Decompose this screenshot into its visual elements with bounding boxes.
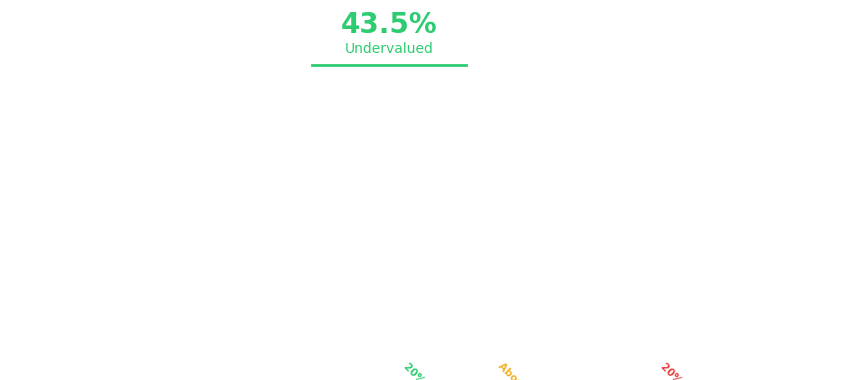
Text: 20% Overvalued: 20% Overvalued — [658, 361, 733, 380]
Text: US$34.25: US$34.25 — [244, 141, 341, 159]
Text: Current Price: Current Price — [263, 111, 341, 124]
Text: 43.5%: 43.5% — [340, 11, 437, 40]
Text: US$60.58: US$60.58 — [381, 285, 478, 304]
Text: About Right: About Right — [495, 361, 552, 380]
Text: Undervalued: Undervalued — [344, 42, 433, 56]
Text: Fair Value: Fair Value — [420, 256, 478, 269]
Text: 20% Undervalued: 20% Undervalued — [401, 361, 482, 380]
